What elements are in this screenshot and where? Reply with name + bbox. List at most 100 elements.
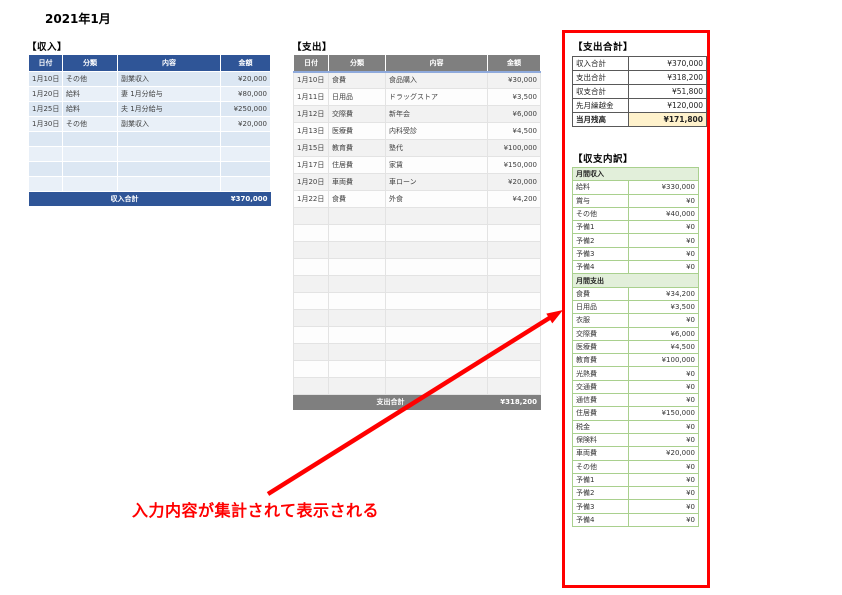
empty-cell[interactable] <box>328 343 386 361</box>
date-cell[interactable]: 1月25日 <box>28 101 63 117</box>
empty-cell[interactable] <box>385 292 488 310</box>
breakdown-label-cell[interactable]: 日用品 <box>572 299 629 315</box>
amount-cell[interactable]: ¥4,500 <box>487 122 541 140</box>
empty-cell[interactable] <box>328 292 386 310</box>
empty-cell[interactable] <box>293 360 329 378</box>
column-header[interactable]: 内容 <box>117 54 221 72</box>
category-cell[interactable]: 日用品 <box>328 88 386 106</box>
totals-label-cell[interactable]: 当月残高 <box>572 112 629 127</box>
category-cell[interactable]: 車両費 <box>328 173 386 191</box>
empty-cell[interactable] <box>385 309 488 327</box>
amount-cell[interactable]: ¥30,000 <box>487 71 541 89</box>
empty-cell[interactable] <box>487 241 541 259</box>
column-header[interactable]: 分類 <box>328 54 386 73</box>
description-cell[interactable]: 新年会 <box>385 105 488 123</box>
category-cell[interactable]: その他 <box>62 116 118 132</box>
totals-value-cell[interactable]: ¥120,000 <box>628 98 707 113</box>
empty-cell[interactable] <box>117 146 221 162</box>
breakdown-value-cell[interactable]: ¥0 <box>628 512 699 528</box>
breakdown-label-cell[interactable]: 保険料 <box>572 432 629 448</box>
category-cell[interactable]: 交際費 <box>328 105 386 123</box>
amount-cell[interactable]: ¥3,500 <box>487 88 541 106</box>
totals-value-cell[interactable]: ¥51,800 <box>628 84 707 99</box>
breakdown-value-cell[interactable]: ¥20,000 <box>628 446 699 461</box>
amount-cell[interactable]: ¥20,000 <box>220 116 271 132</box>
date-cell[interactable]: 1月17日 <box>293 156 329 174</box>
empty-cell[interactable] <box>487 275 541 293</box>
amount-cell[interactable]: ¥4,200 <box>487 190 541 208</box>
empty-cell[interactable] <box>385 275 488 293</box>
empty-cell[interactable] <box>220 146 271 162</box>
date-cell[interactable]: 1月20日 <box>293 173 329 191</box>
empty-cell[interactable] <box>220 176 271 192</box>
column-header[interactable]: 金額 <box>487 54 541 73</box>
breakdown-label-cell[interactable]: 住居費 <box>572 406 629 421</box>
breakdown-label-cell[interactable]: 予備1 <box>572 472 629 488</box>
description-cell[interactable]: 家賃 <box>385 156 488 174</box>
breakdown-label-cell[interactable]: 予備4 <box>572 260 629 275</box>
column-header[interactable]: 日付 <box>293 54 329 73</box>
category-cell[interactable]: 住居費 <box>328 156 386 174</box>
empty-cell[interactable] <box>62 161 118 177</box>
breakdown-value-cell[interactable]: ¥0 <box>628 472 699 488</box>
breakdown-label-cell[interactable]: 車両費 <box>572 446 629 461</box>
totals-value-cell[interactable]: ¥370,000 <box>628 56 707 71</box>
description-cell[interactable]: 内科受診 <box>385 122 488 140</box>
breakdown-value-cell[interactable]: ¥0 <box>628 233 699 248</box>
description-cell[interactable]: 車ローン <box>385 173 488 191</box>
date-cell[interactable]: 1月12日 <box>293 105 329 123</box>
description-cell[interactable]: 食品購入 <box>385 71 488 89</box>
empty-cell[interactable] <box>117 176 221 192</box>
description-cell[interactable]: 副業収入 <box>117 116 221 132</box>
empty-cell[interactable] <box>293 326 329 344</box>
totals-label-cell[interactable]: 収入合計 <box>572 56 629 71</box>
date-cell[interactable]: 1月20日 <box>28 86 63 102</box>
description-cell[interactable]: 妻 1月分給与 <box>117 86 221 102</box>
breakdown-value-cell[interactable]: ¥0 <box>628 432 699 448</box>
empty-cell[interactable] <box>487 377 541 395</box>
empty-cell[interactable] <box>28 131 63 147</box>
breakdown-group-header-cell[interactable]: 月間収入 <box>572 166 699 182</box>
breakdown-label-cell[interactable]: その他 <box>572 459 629 474</box>
empty-cell[interactable] <box>385 258 488 276</box>
date-cell[interactable]: 1月11日 <box>293 88 329 106</box>
total-label-cell[interactable]: 支出合計 <box>293 394 488 410</box>
breakdown-value-cell[interactable]: ¥0 <box>628 393 699 408</box>
empty-cell[interactable] <box>328 275 386 293</box>
empty-cell[interactable] <box>293 309 329 327</box>
empty-cell[interactable] <box>487 360 541 378</box>
totals-label-cell[interactable]: 支出合計 <box>572 70 629 85</box>
empty-cell[interactable] <box>117 161 221 177</box>
empty-cell[interactable] <box>62 146 118 162</box>
breakdown-value-cell[interactable]: ¥0 <box>628 379 699 395</box>
category-cell[interactable]: 給料 <box>62 86 118 102</box>
amount-cell[interactable]: ¥250,000 <box>220 101 271 117</box>
breakdown-group-header-cell[interactable]: 月間支出 <box>572 273 699 288</box>
breakdown-value-cell[interactable]: ¥330,000 <box>628 180 699 195</box>
breakdown-label-cell[interactable]: 光熱費 <box>572 366 629 381</box>
empty-cell[interactable] <box>293 292 329 310</box>
breakdown-value-cell[interactable]: ¥0 <box>628 193 699 208</box>
breakdown-label-cell[interactable]: 賞与 <box>572 193 629 208</box>
column-header[interactable]: 分類 <box>62 54 118 72</box>
empty-cell[interactable] <box>385 241 488 259</box>
breakdown-label-cell[interactable]: 医療費 <box>572 339 629 355</box>
breakdown-label-cell[interactable]: 通信費 <box>572 393 629 408</box>
empty-cell[interactable] <box>328 241 386 259</box>
empty-cell[interactable] <box>62 131 118 147</box>
empty-cell[interactable] <box>28 146 63 162</box>
breakdown-label-cell[interactable]: 交際費 <box>572 326 629 341</box>
breakdown-label-cell[interactable]: 予備2 <box>572 486 629 501</box>
breakdown-value-cell[interactable]: ¥3,500 <box>628 299 699 315</box>
empty-cell[interactable] <box>28 161 63 177</box>
total-label-cell[interactable]: 収入合計 <box>28 191 221 206</box>
breakdown-label-cell[interactable]: 給料 <box>572 180 629 195</box>
amount-cell[interactable]: ¥20,000 <box>220 71 271 87</box>
empty-cell[interactable] <box>487 309 541 327</box>
description-cell[interactable]: ドラッグストア <box>385 88 488 106</box>
breakdown-value-cell[interactable]: ¥40,000 <box>628 206 699 222</box>
empty-cell[interactable] <box>487 258 541 276</box>
description-cell[interactable]: 夫 1月分給与 <box>117 101 221 117</box>
empty-cell[interactable] <box>328 224 386 242</box>
totals-value-cell[interactable]: ¥318,200 <box>628 70 707 85</box>
